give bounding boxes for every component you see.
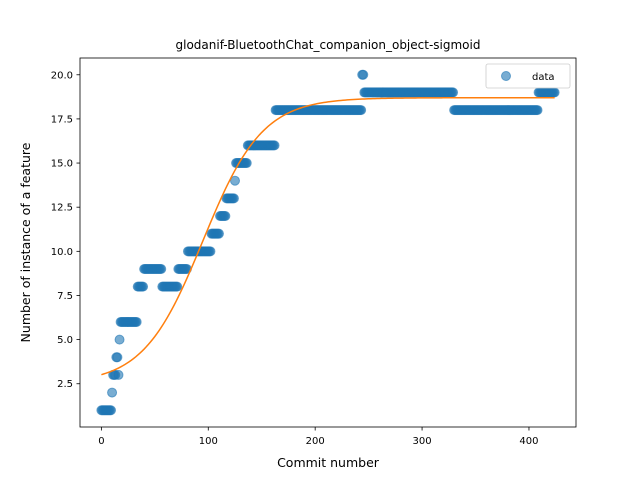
axes-frame (79, 57, 577, 428)
x-tick-label: 200 (306, 436, 325, 447)
data-point (356, 105, 367, 116)
data-point (358, 69, 369, 80)
sigmoid-fit-line (101, 96, 555, 376)
data-point (112, 352, 123, 363)
data-point (241, 158, 252, 169)
data-point (448, 87, 459, 98)
data-point (131, 316, 142, 327)
data-point (532, 105, 543, 116)
legend-box (485, 63, 571, 89)
y-tick-label: 5.0 (57, 335, 73, 346)
x-tick-label: 100 (199, 436, 218, 447)
y-axis-label: Number of instance of a feature (18, 142, 33, 342)
y-tick-label: 2.5 (57, 379, 73, 390)
data-point (156, 263, 167, 274)
data-point (107, 387, 118, 398)
y-tick-label: 20.0 (51, 70, 73, 81)
plot-area (96, 69, 560, 416)
data-point (228, 193, 239, 204)
data-point (230, 175, 240, 186)
y-axis: 2.5 5.0 7.5 10.0 12.5 15.0 17.5 20.0 (51, 70, 80, 390)
y-tick-label: 10.0 (51, 247, 73, 258)
data-point (106, 405, 116, 416)
legend-marker (501, 71, 511, 81)
x-tick-label: 300 (413, 436, 432, 447)
data-point (172, 281, 183, 292)
data-series (96, 69, 560, 416)
x-tick-label: 0 (98, 436, 104, 447)
data-point (549, 87, 560, 98)
legend-label-data: data (532, 72, 555, 83)
data-point (113, 369, 124, 380)
data-point (220, 211, 231, 222)
x-axis: 0 100 200 300 400 (98, 427, 539, 447)
chart-title: glodanif-BluetoothChat_companion_object-… (176, 38, 481, 52)
data-point (138, 281, 149, 292)
y-tick-label: 7.5 (57, 291, 73, 302)
data-point (269, 140, 280, 151)
fit-series (101, 96, 555, 376)
y-tick-label: 12.5 (51, 203, 73, 214)
data-point (213, 228, 224, 239)
x-tick-label: 400 (519, 436, 538, 447)
x-axis-label: Commit number (277, 455, 380, 470)
data-point (205, 246, 216, 257)
data-point (114, 334, 125, 345)
y-tick-label: 17.5 (51, 114, 73, 125)
legend: data (485, 63, 571, 89)
y-tick-label: 15.0 (51, 159, 73, 170)
